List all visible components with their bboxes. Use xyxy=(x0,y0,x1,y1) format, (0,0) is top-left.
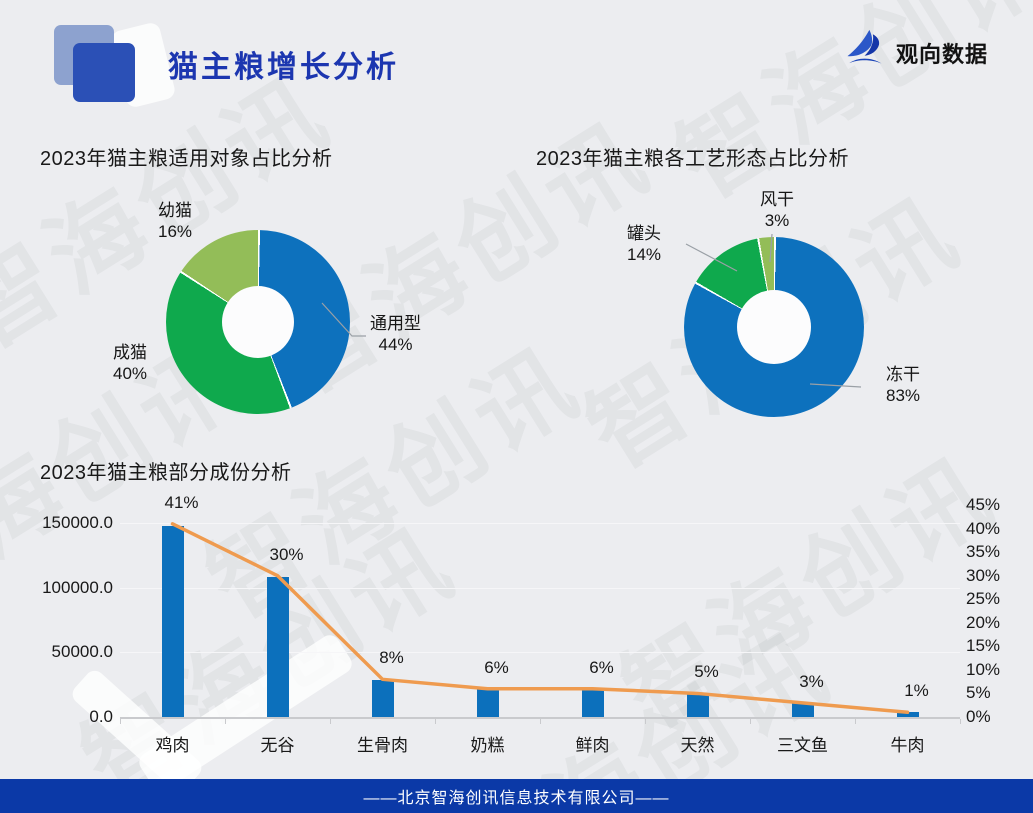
left-axis-tick-label: 0.0 xyxy=(89,707,113,726)
line-point-label: 41% xyxy=(164,492,199,512)
x-axis-line xyxy=(120,717,960,719)
line-point-label: 6% xyxy=(589,657,614,677)
pie-label-tongyong: 通用型 44% xyxy=(370,314,421,354)
donut-hole xyxy=(222,286,294,358)
right-axis-tick-label: 20% xyxy=(966,612,1001,632)
x-axis-tick xyxy=(855,719,856,724)
donut-chart-target-audience xyxy=(166,230,350,414)
bar-生骨肉 xyxy=(371,679,394,717)
x-axis-tick xyxy=(750,719,751,724)
bar-三文鱼 xyxy=(791,702,814,717)
category-label: 三文鱼 xyxy=(777,736,828,755)
line-point-label: 8% xyxy=(379,648,404,668)
x-axis-tick xyxy=(960,719,961,724)
left-axis-tick-label: 150000.0 xyxy=(42,513,113,533)
donut-hole xyxy=(737,290,811,364)
gridline xyxy=(120,587,960,589)
bar-牛肉 xyxy=(896,712,919,717)
footer-bar: ——北京智海创讯信息技术有限公司—— xyxy=(0,779,1033,813)
category-label: 生骨肉 xyxy=(357,736,408,755)
line-point-label: 30% xyxy=(269,544,304,564)
pie2-title: 2023年猫主粮各工艺形态占比分析 xyxy=(536,148,849,170)
brand-block: 观向数据 xyxy=(844,28,988,77)
category-label: 鲜肉 xyxy=(575,736,610,755)
right-axis-tick-label: 40% xyxy=(966,518,1001,538)
footer-company-text: ——北京智海创讯信息技术有限公司—— xyxy=(363,790,670,807)
pie1-title: 2023年猫主粮适用对象占比分析 xyxy=(40,148,333,170)
right-axis-tick-label: 15% xyxy=(966,636,1001,656)
pie-label-fenggan: 风干 3% xyxy=(760,190,794,230)
bar-天然 xyxy=(686,693,709,717)
right-axis-tick-label: 45% xyxy=(966,495,1001,514)
line-point-label: 5% xyxy=(694,662,719,682)
pie-label-chengmao: 成猫 40% xyxy=(113,343,148,383)
sail-logo-icon xyxy=(844,28,886,77)
x-axis-tick xyxy=(435,719,436,724)
bar-鲜肉 xyxy=(581,689,604,717)
line-point-label: 6% xyxy=(484,657,509,677)
combo-chart-title: 2023年猫主粮部分成份分析 xyxy=(40,462,292,484)
right-axis-tick-label: 35% xyxy=(966,542,1001,562)
page-title: 猫主粮增长分析 xyxy=(168,51,399,84)
line-point-label: 3% xyxy=(799,671,824,691)
percentage-line-series xyxy=(170,522,910,715)
pie-label-donggan: 冻干 83% xyxy=(886,365,921,405)
brand-name: 观向数据 xyxy=(896,41,989,67)
gridline xyxy=(120,523,960,525)
category-label: 牛肉 xyxy=(890,736,925,755)
right-axis-tick-label: 25% xyxy=(966,589,1001,609)
donut-chart-process-form xyxy=(684,237,864,417)
line-point-label: 1% xyxy=(904,681,929,701)
pie-label-youmao: 幼猫 16% xyxy=(158,201,193,241)
right-axis-tick-label: 30% xyxy=(966,565,1001,585)
right-axis-tick-label: 10% xyxy=(966,659,1001,679)
header-logo-front-square xyxy=(73,43,135,102)
x-axis-tick xyxy=(645,719,646,724)
left-axis-tick-label: 100000.0 xyxy=(42,577,113,597)
left-axis-tick-label: 50000.0 xyxy=(51,642,113,662)
right-axis-tick-label: 0% xyxy=(966,707,991,726)
category-label: 奶糕 xyxy=(470,736,505,755)
x-axis-tick xyxy=(540,719,541,724)
right-axis-tick-label: 5% xyxy=(966,683,991,703)
pie-label-guantou: 罐头 14% xyxy=(626,224,662,264)
category-label: 天然 xyxy=(680,736,715,755)
gridline xyxy=(120,652,960,654)
bar-奶糕 xyxy=(476,689,499,717)
